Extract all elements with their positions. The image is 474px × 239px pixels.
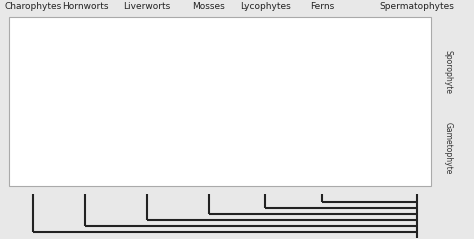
Text: Liverworts: Liverworts — [123, 2, 171, 11]
Text: Gametophyte: Gametophyte — [443, 122, 452, 174]
FancyBboxPatch shape — [9, 17, 431, 186]
Text: Charophytes: Charophytes — [5, 2, 62, 11]
Text: Spermatophytes: Spermatophytes — [380, 2, 455, 11]
Text: Mosses: Mosses — [192, 2, 225, 11]
Text: Ferns: Ferns — [310, 2, 335, 11]
Text: Sporophyte: Sporophyte — [443, 50, 452, 94]
Text: Lycophytes: Lycophytes — [240, 2, 291, 11]
Text: Hornworts: Hornworts — [62, 2, 109, 11]
